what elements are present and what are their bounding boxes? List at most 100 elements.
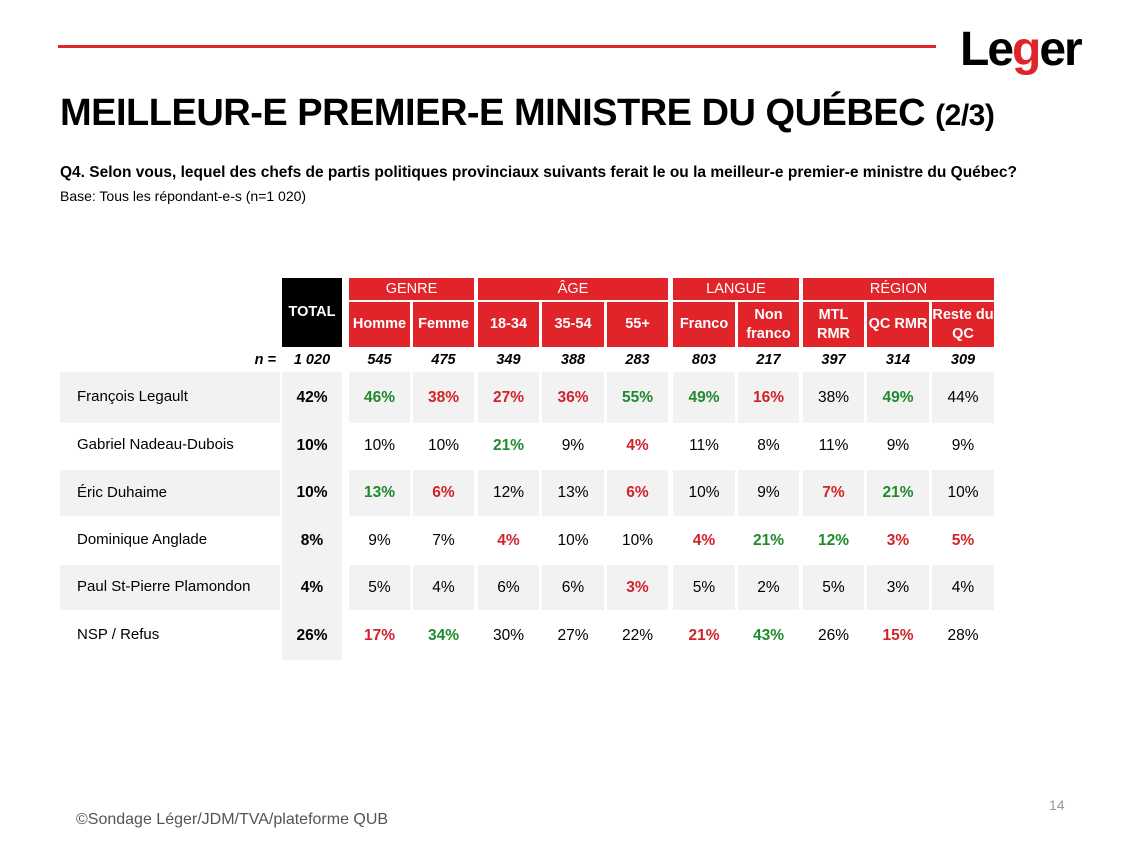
group-header: RÉGION xyxy=(803,278,994,300)
data-cell: 10% xyxy=(557,531,589,549)
total-value: 26% xyxy=(282,612,342,659)
data-cell: 46% xyxy=(349,372,410,423)
data-cell: 38% xyxy=(413,372,474,423)
question-text: Q4. Selon vous, lequel des chefs de part… xyxy=(60,164,1017,181)
row-label: Gabriel Nadeau-Dubois xyxy=(77,436,234,454)
n-value: 475 xyxy=(431,351,456,368)
data-cell: 27% xyxy=(478,372,539,423)
data-cell: 11% xyxy=(689,436,719,454)
data-cell: 21% xyxy=(867,470,929,516)
data-cell: 55% xyxy=(607,372,668,423)
data-cell: 9% xyxy=(368,531,391,549)
data-cell: 12% xyxy=(478,470,539,516)
data-cell: 28% xyxy=(947,626,979,644)
data-cell: 9% xyxy=(738,470,799,516)
data-cell: 4% xyxy=(932,565,994,610)
top-rule xyxy=(58,45,936,48)
data-cell: 10% xyxy=(673,470,735,516)
column-header: 55+ xyxy=(607,302,668,347)
data-cell: 10% xyxy=(932,470,994,516)
group-header: GENRE xyxy=(349,278,474,300)
n-value-total: 1 020 xyxy=(293,351,331,368)
row-label: Dominique Anglade xyxy=(77,531,208,549)
data-cell: 27% xyxy=(557,626,589,644)
data-cell: 4% xyxy=(626,436,649,454)
total-value: 42% xyxy=(282,372,342,423)
page-title: MEILLEUR-E PREMIER-E MINISTRE DU QUÉBEC … xyxy=(60,92,995,135)
data-cell: 4% xyxy=(497,531,520,549)
data-cell: 10% xyxy=(363,436,396,454)
data-cell: 10% xyxy=(427,436,460,454)
data-cell: 17% xyxy=(363,626,396,644)
column-header: MTL RMR xyxy=(803,302,864,347)
data-cell: 5% xyxy=(349,565,410,610)
data-cell: 7% xyxy=(803,470,864,516)
leger-logo: Leger xyxy=(960,23,1083,76)
data-cell: 6% xyxy=(607,470,668,516)
n-value: 217 xyxy=(756,351,781,368)
data-cell: 10% xyxy=(621,531,654,549)
column-header: Non franco xyxy=(738,302,799,347)
data-cell: 11% xyxy=(818,436,849,454)
column-header: Femme xyxy=(413,302,474,347)
data-cell: 21% xyxy=(492,436,525,454)
base-text: Base: Tous les répondant-e-s (n=1 020) xyxy=(60,188,307,204)
n-value: 283 xyxy=(625,351,650,368)
total-value: 8% xyxy=(282,518,342,563)
page-number: 14 xyxy=(1049,797,1065,813)
n-value: 309 xyxy=(950,351,976,368)
total-value: 4% xyxy=(282,565,342,610)
data-cell: 13% xyxy=(349,470,410,516)
data-cell: 5% xyxy=(803,565,864,610)
data-cell: 12% xyxy=(817,531,850,549)
total-value: 10% xyxy=(282,470,342,516)
data-cell: 21% xyxy=(688,626,720,644)
n-value: 388 xyxy=(560,351,586,368)
column-header: QC RMR xyxy=(867,302,929,347)
data-cell: 3% xyxy=(867,565,929,610)
column-header: 35-54 xyxy=(542,302,604,347)
data-cell: 15% xyxy=(882,626,914,644)
data-cell: 5% xyxy=(673,565,735,610)
title-sub: (2/3) xyxy=(935,99,995,132)
data-cell: 3% xyxy=(607,565,668,610)
title-main: MEILLEUR-E PREMIER-E MINISTRE DU QUÉBEC xyxy=(60,92,926,134)
group-header: LANGUE xyxy=(673,278,799,300)
data-cell: 13% xyxy=(542,470,604,516)
data-cell: 38% xyxy=(803,372,864,423)
column-header: Homme xyxy=(349,302,410,347)
data-cell: 2% xyxy=(738,565,799,610)
data-cell: 43% xyxy=(752,626,785,644)
group-header: ÂGE xyxy=(478,278,668,300)
n-value: 545 xyxy=(367,351,392,368)
data-cell: 26% xyxy=(817,626,850,644)
total-value: 10% xyxy=(282,423,342,468)
data-cell: 22% xyxy=(621,626,654,644)
data-cell: 34% xyxy=(427,626,460,644)
data-cell: 49% xyxy=(867,372,929,423)
row-label: NSP / Refus xyxy=(77,626,160,644)
n-value: 803 xyxy=(691,351,717,368)
data-cell: 6% xyxy=(478,565,539,610)
total-header: TOTAL xyxy=(282,278,342,347)
data-cell: 4% xyxy=(413,565,474,610)
data-cell: 44% xyxy=(932,372,994,423)
data-cell: 36% xyxy=(542,372,604,423)
n-value: 349 xyxy=(496,351,521,368)
data-cell: 3% xyxy=(886,531,910,549)
data-cell: 16% xyxy=(738,372,799,423)
data-cell: 4% xyxy=(692,531,716,549)
footer-copyright: ©Sondage Léger/JDM/TVA/plateforme QUB xyxy=(76,811,389,828)
data-cell: 9% xyxy=(951,436,975,454)
column-header: Reste du QC xyxy=(932,302,994,347)
data-cell: 49% xyxy=(673,372,735,423)
data-cell: 30% xyxy=(492,626,525,644)
row-label: Éric Duhaime xyxy=(60,470,280,516)
data-cell: 21% xyxy=(752,531,785,549)
data-cell: 6% xyxy=(413,470,474,516)
row-label: François Legault xyxy=(60,372,280,423)
data-cell: 9% xyxy=(886,436,910,454)
data-cell: 6% xyxy=(542,565,604,610)
column-header: 18-34 xyxy=(478,302,539,347)
n-value: 314 xyxy=(885,351,911,368)
